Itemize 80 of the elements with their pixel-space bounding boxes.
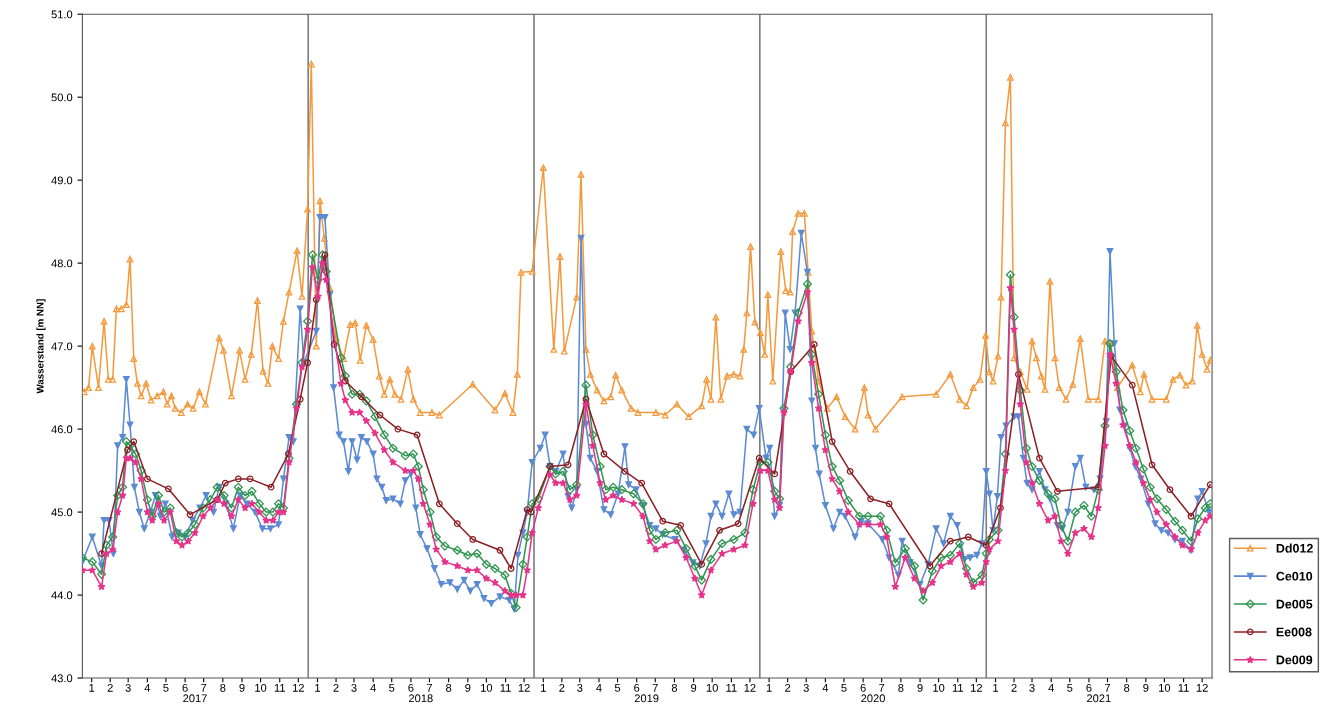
- x-tick-label: 1: [993, 684, 999, 692]
- x-tick-label: 2: [107, 683, 113, 692]
- x-tick-label: 7: [1104, 684, 1111, 692]
- x-tick-label: 10: [1159, 683, 1171, 692]
- x-tick-label: 8: [1124, 683, 1130, 692]
- x-tick-label: 6: [182, 683, 188, 692]
- x-tick-label: 2: [785, 683, 791, 692]
- x-tick-label: 6: [1086, 683, 1092, 692]
- legend-label: Dd012: [1276, 543, 1313, 553]
- legend-label: Ce010: [1276, 571, 1313, 581]
- x-tick-label: 6: [634, 683, 640, 692]
- x-tick-label: 3: [577, 683, 583, 692]
- x-tick-label: 9: [465, 683, 471, 692]
- x-tick-label: 12: [744, 683, 756, 692]
- y-tick-label: 49.0: [51, 176, 73, 185]
- x2-tick-label: 2021: [1087, 694, 1111, 703]
- x2-tick-label: 2018: [409, 694, 433, 703]
- x-tick-label: 12: [971, 683, 982, 692]
- y-tick-label: 46.0: [51, 425, 73, 434]
- x-tick-label: 11: [500, 684, 511, 692]
- legend-label: Ee008: [1276, 627, 1312, 637]
- x-tick-label: 11: [1178, 684, 1189, 692]
- x-tick-label: 10: [481, 683, 493, 692]
- x2-tick-label: 2020: [861, 694, 885, 703]
- x-tick-label: 11: [952, 684, 964, 692]
- x-tick-label: 5: [841, 684, 847, 692]
- y-tick-label: 45.0: [51, 508, 73, 517]
- x-tick-label: 1: [541, 684, 546, 692]
- y-tick-label: 43.0: [51, 674, 73, 683]
- x2-tick-label: 2019: [634, 694, 659, 703]
- x-tick-label: 2: [1011, 683, 1017, 692]
- x-tick-label: 2: [333, 683, 339, 692]
- x-tick-label: 1: [766, 684, 772, 692]
- x-tick-label: 1: [89, 684, 95, 692]
- x-tick-label: 5: [163, 684, 169, 692]
- y-tick-label: 51.0: [51, 10, 73, 19]
- x-tick-label: 8: [220, 683, 226, 692]
- x-tick-label: 12: [1196, 683, 1208, 692]
- legend-label: De009: [1276, 655, 1313, 665]
- x-tick-label: 5: [1067, 684, 1073, 692]
- x-tick-label: 11: [274, 684, 285, 692]
- x-tick-label: 9: [917, 683, 923, 692]
- x-tick-label: 5: [389, 684, 395, 692]
- x-tick-label: 10: [255, 683, 267, 692]
- x-tick-label: 7: [426, 684, 432, 692]
- x-tick-label: 1: [315, 684, 321, 692]
- x-tick-label: 8: [898, 683, 904, 692]
- x-tick-label: 9: [239, 683, 245, 692]
- x-tick-label: 9: [1143, 683, 1149, 692]
- x-tick-label: 6: [860, 683, 866, 692]
- x-tick-label: 4: [144, 684, 151, 692]
- x-tick-label: 3: [351, 683, 357, 692]
- x-tick-label: 11: [726, 684, 737, 692]
- x-tick-label: 4: [596, 684, 602, 692]
- y-axis-title: Wasserstand [m NN]: [36, 299, 46, 394]
- x-tick-label: 4: [1048, 684, 1054, 692]
- y-tick-label: 44.0: [51, 591, 73, 600]
- x-tick-label: 4: [822, 684, 829, 692]
- y-tick-label: 50.0: [51, 93, 73, 102]
- x-tick-label: 5: [614, 684, 621, 692]
- x-tick-label: 2: [559, 683, 565, 692]
- x-tick-label: 3: [1029, 683, 1035, 692]
- x-tick-label: 7: [879, 684, 885, 692]
- x-tick-label: 8: [671, 683, 678, 692]
- x-tick-label: 12: [518, 683, 530, 692]
- legend-label: De005: [1276, 599, 1313, 609]
- x-tick-label: 7: [652, 684, 658, 692]
- x-tick-label: 9: [691, 683, 697, 692]
- x-tick-label: 10: [706, 683, 718, 692]
- x-tick-label: 10: [933, 683, 945, 692]
- x-tick-label: 8: [446, 683, 452, 692]
- x-tick-label: 3: [803, 683, 809, 692]
- x-tick-label: 3: [125, 683, 131, 692]
- x-tick-label: 7: [201, 684, 207, 692]
- y-tick-label: 48.0: [51, 259, 73, 268]
- x2-tick-label: 2017: [183, 694, 207, 703]
- x-tick-label: 12: [292, 683, 304, 692]
- y-tick-label: 47.0: [51, 342, 73, 351]
- x-tick-label: 4: [370, 684, 376, 692]
- x-tick-label: 6: [408, 683, 414, 692]
